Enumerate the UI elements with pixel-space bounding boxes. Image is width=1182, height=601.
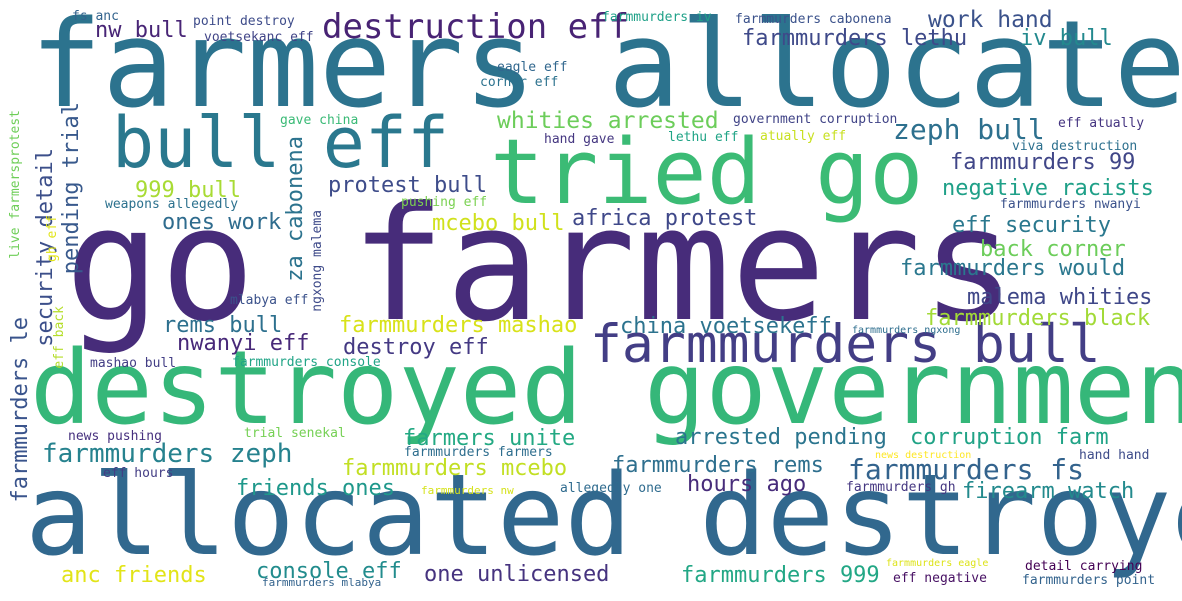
cloud-word: farmmurders mcebo	[342, 456, 568, 481]
cloud-word: news destruction	[875, 450, 972, 461]
cloud-word: china voetsekeff	[620, 314, 832, 339]
cloud-word: farmmurders 99	[950, 150, 1136, 175]
cloud-word: point destroy	[193, 14, 295, 29]
cloud-word: farmmurders eagle	[886, 558, 989, 569]
cloud-word: farmmurders 999	[681, 563, 880, 588]
cloud-word: hand gave	[544, 132, 615, 147]
cloud-word: pushing eff	[401, 195, 488, 210]
cloud-word: za cabonena	[283, 136, 308, 282]
cloud-word: iv bull	[1020, 26, 1113, 51]
cloud-word: farmmurders mashao	[339, 313, 578, 338]
cloud-word: hours ago	[687, 472, 807, 497]
cloud-word: destroyed government	[30, 329, 1182, 448]
cloud-word: farmmurders would	[900, 256, 1126, 281]
cloud-word: lethu eff	[668, 130, 739, 145]
cloud-word: zeph bull	[893, 113, 1045, 146]
cloud-word: farmmurders farmers	[404, 445, 553, 460]
cloud-word: console eff	[256, 559, 402, 584]
cloud-word: whities arrested	[497, 108, 719, 134]
cloud-word: trial senekal	[244, 426, 346, 441]
cloud-word: one unlicensed	[424, 562, 610, 587]
cloud-word: farmmurders black	[925, 306, 1151, 331]
cloud-word: anc friends	[61, 563, 207, 588]
cloud-word: voetsekanc eff	[204, 30, 314, 45]
cloud-word: malema whities	[967, 285, 1153, 310]
cloud-word: eagle eff	[497, 60, 568, 75]
cloud-word: viva destruction	[1012, 139, 1138, 154]
cloud-word: gave china	[280, 113, 359, 128]
cloud-word: arrested pending	[675, 425, 887, 450]
cloud-word: eff negative	[893, 571, 987, 586]
cloud-word: farmmurders gh	[846, 480, 956, 495]
cloud-word: farmmurders nwanyi	[1000, 197, 1141, 212]
cloud-word: tried go	[490, 120, 924, 225]
cloud-word: farmmurders cabonena	[735, 12, 892, 27]
cloud-word: farmers unite	[403, 426, 576, 451]
cloud-word: negative racists	[942, 176, 1154, 201]
cloud-word: mashao bull	[90, 356, 177, 371]
cloud-word: eff security	[952, 213, 1111, 238]
cloud-word: farmmurders iv	[602, 10, 712, 25]
cloud-word: pending trial	[59, 102, 84, 275]
cloud-word: government corruption	[733, 112, 898, 127]
cloud-word: farmmurders fs	[848, 453, 1085, 486]
cloud-word: farmmurders point	[1022, 573, 1156, 588]
cloud-word: atually eff	[760, 129, 847, 144]
cloud-word: ngxong malema	[310, 210, 325, 312]
cloud-word: eff hours	[103, 466, 174, 481]
cloud-word: mlabya eff	[230, 293, 309, 308]
cloud-word: protest bull	[328, 173, 487, 198]
cloud-word: back corner	[980, 237, 1126, 262]
cloud-word: mcebo bull	[432, 211, 565, 236]
cloud-word: news pushing	[68, 429, 162, 444]
cloud-word: farmers allocated	[30, 0, 1182, 135]
cloud-word: destroy eff	[343, 335, 489, 360]
cloud-word: corruption farm	[910, 425, 1109, 450]
cloud-word: nw bull	[95, 18, 188, 43]
cloud-word: ones work	[162, 210, 282, 235]
cloud-word: eff atually	[1058, 116, 1145, 131]
cloud-word: africa protest	[572, 206, 758, 231]
cloud-word: farmmurders nw	[421, 484, 514, 497]
cloud-word: bull eff	[112, 102, 450, 184]
cloud-word: farmmurders zeph	[42, 439, 293, 469]
cloud-word: allocated destroyed	[25, 451, 1182, 581]
cloud-word: farmmurders mlabya	[262, 576, 382, 589]
cloud-word: destruction eff	[322, 7, 630, 47]
cloud-word: fs anc	[72, 9, 119, 24]
cloud-word: weapons allegedly	[105, 197, 239, 212]
cloud-word: gh eff	[45, 215, 60, 262]
cloud-word: live farmersprotest	[8, 110, 23, 259]
cloud-word: farmmurders console	[232, 355, 381, 370]
cloud-word: farmmurders le	[8, 317, 33, 503]
cloud-word: work hand	[928, 7, 1053, 33]
cloud-word: farmmurders lethu	[742, 26, 968, 51]
cloud-word: allegedly one	[560, 481, 662, 496]
cloud-word: detail carrying	[1025, 559, 1143, 574]
cloud-word: corner eff	[480, 75, 559, 90]
cloud-word: farmmurders rems	[612, 453, 824, 478]
cloud-word: friends ones	[236, 476, 395, 501]
cloud-word: firearm watch	[962, 479, 1135, 504]
cloud-word: rems bull	[163, 313, 283, 338]
cloud-word: 999 bull	[135, 178, 241, 203]
cloud-word: nwanyi eff	[177, 331, 310, 356]
cloud-word: farmmurders bull	[590, 314, 1101, 375]
cloud-word: go farmers	[65, 173, 1017, 357]
cloud-word: hand hand	[1079, 448, 1150, 463]
cloud-word: farmmurders ngxong	[852, 325, 961, 336]
cloud-word: eff back	[52, 306, 67, 369]
